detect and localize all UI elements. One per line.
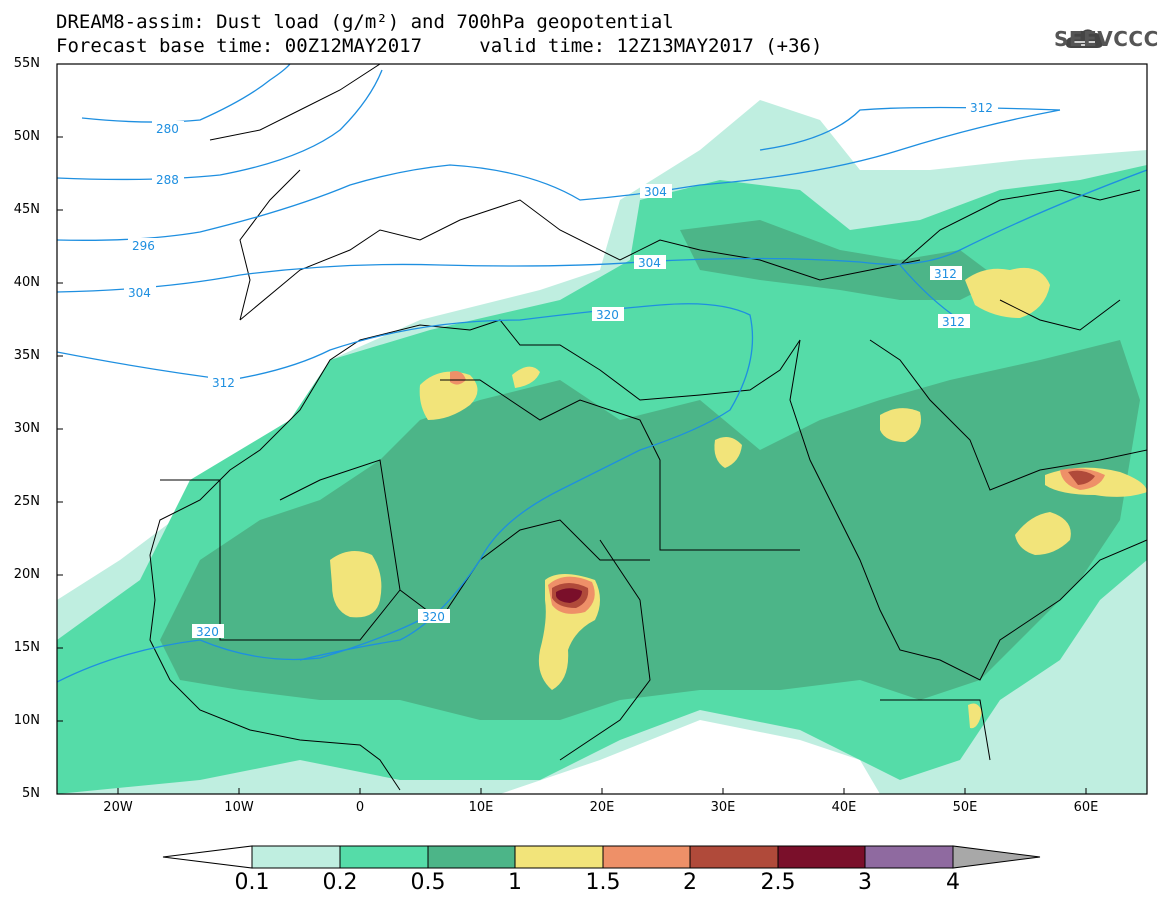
contour-label: 320 <box>196 625 219 639</box>
lat-label: 40N <box>13 275 40 290</box>
colorbar-label: 1 <box>508 870 522 895</box>
contour-label: 312 <box>934 267 957 281</box>
lon-label: 30E <box>710 800 736 815</box>
lat-label: 30N <box>13 421 40 436</box>
lon-label: 50E <box>952 800 978 815</box>
forecast-times: Forecast base time: 00Z12MAY2017 valid t… <box>56 36 822 56</box>
colorbar-label: 1.5 <box>585 870 621 895</box>
lat-label: 10N <box>13 713 40 728</box>
lon-label: 10W <box>224 800 254 815</box>
colorbar-label: 0.2 <box>322 870 358 895</box>
lat-label: 50N <box>13 129 40 144</box>
dust-shade-1-5 <box>450 371 466 385</box>
colorbar-label: 4 <box>946 870 960 895</box>
dust-field <box>57 64 1147 794</box>
dust-shade-1 <box>968 703 982 729</box>
colorbar-label: 2 <box>683 870 697 895</box>
contour-312 <box>57 303 754 661</box>
lon-label: 40E <box>831 800 857 815</box>
contour-label: 312 <box>942 315 965 329</box>
contour-label: 280 <box>156 122 179 136</box>
dust-shade-2 <box>1068 470 1095 485</box>
dust-shade-1 <box>419 371 478 420</box>
contour-label: 304 <box>128 286 151 300</box>
coastlines <box>149 64 1147 791</box>
contour-label: 312 <box>970 101 993 115</box>
lat-label: 55N <box>13 56 40 71</box>
lon-label: 20W <box>103 800 133 815</box>
lon-label: 60E <box>1073 800 1099 815</box>
dust-shade-1 <box>1015 512 1071 555</box>
lon-label: 20E <box>589 800 615 815</box>
contour-288 <box>57 69 383 181</box>
cloud-icon <box>1065 29 1104 48</box>
colorbar <box>162 845 1041 869</box>
lon-label: 0 <box>355 800 365 815</box>
lat-label: 20N <box>13 567 40 582</box>
valid-time: valid time: 12Z13MAY2017 (+36) <box>479 35 823 57</box>
base-time: Forecast base time: 00Z12MAY2017 <box>56 35 423 57</box>
logo-text: SEEVCCC <box>1054 27 1159 51</box>
colorbar-label: 3 <box>858 870 872 895</box>
contour-label: 304 <box>638 256 661 270</box>
contour-label: 288 <box>156 173 179 187</box>
dust-shade-1 <box>965 267 1050 318</box>
dust-shade-1 <box>330 551 382 618</box>
lon-label: 10E <box>468 800 494 815</box>
lat-label: 45N <box>13 202 40 217</box>
dust-shade-1 <box>512 366 540 388</box>
dust-shade-2-5 <box>556 588 582 603</box>
dust-shade-1 <box>880 408 921 442</box>
colorbar-label: 0.1 <box>234 870 270 895</box>
dust-shade-0-5 <box>680 220 1000 300</box>
contour-296 <box>57 109 1061 241</box>
lat-label: 25N <box>13 494 40 509</box>
lat-label: 15N <box>13 640 40 655</box>
contour-label: 304 <box>644 185 667 199</box>
axis-ticks <box>57 63 1087 794</box>
contour-label: 296 <box>132 239 155 253</box>
lat-label: 35N <box>13 348 40 363</box>
contour-label: 320 <box>596 308 619 322</box>
colorbar-label: 2.5 <box>760 870 796 895</box>
contour-label: 312 <box>212 376 235 390</box>
contour-320 <box>57 619 421 683</box>
dust-shade-1 <box>714 436 742 468</box>
colorbar-label: 0.5 <box>410 870 446 895</box>
lat-label: 5N <box>22 786 40 801</box>
map-title: DREAM8-assim: Dust load (g/m²) and 700hP… <box>56 11 674 33</box>
contour-labels: 280 288 296 304 312 304 304 312 312 320 … <box>124 100 998 639</box>
contour-label: 320 <box>422 610 445 624</box>
contour-280 <box>81 64 291 123</box>
